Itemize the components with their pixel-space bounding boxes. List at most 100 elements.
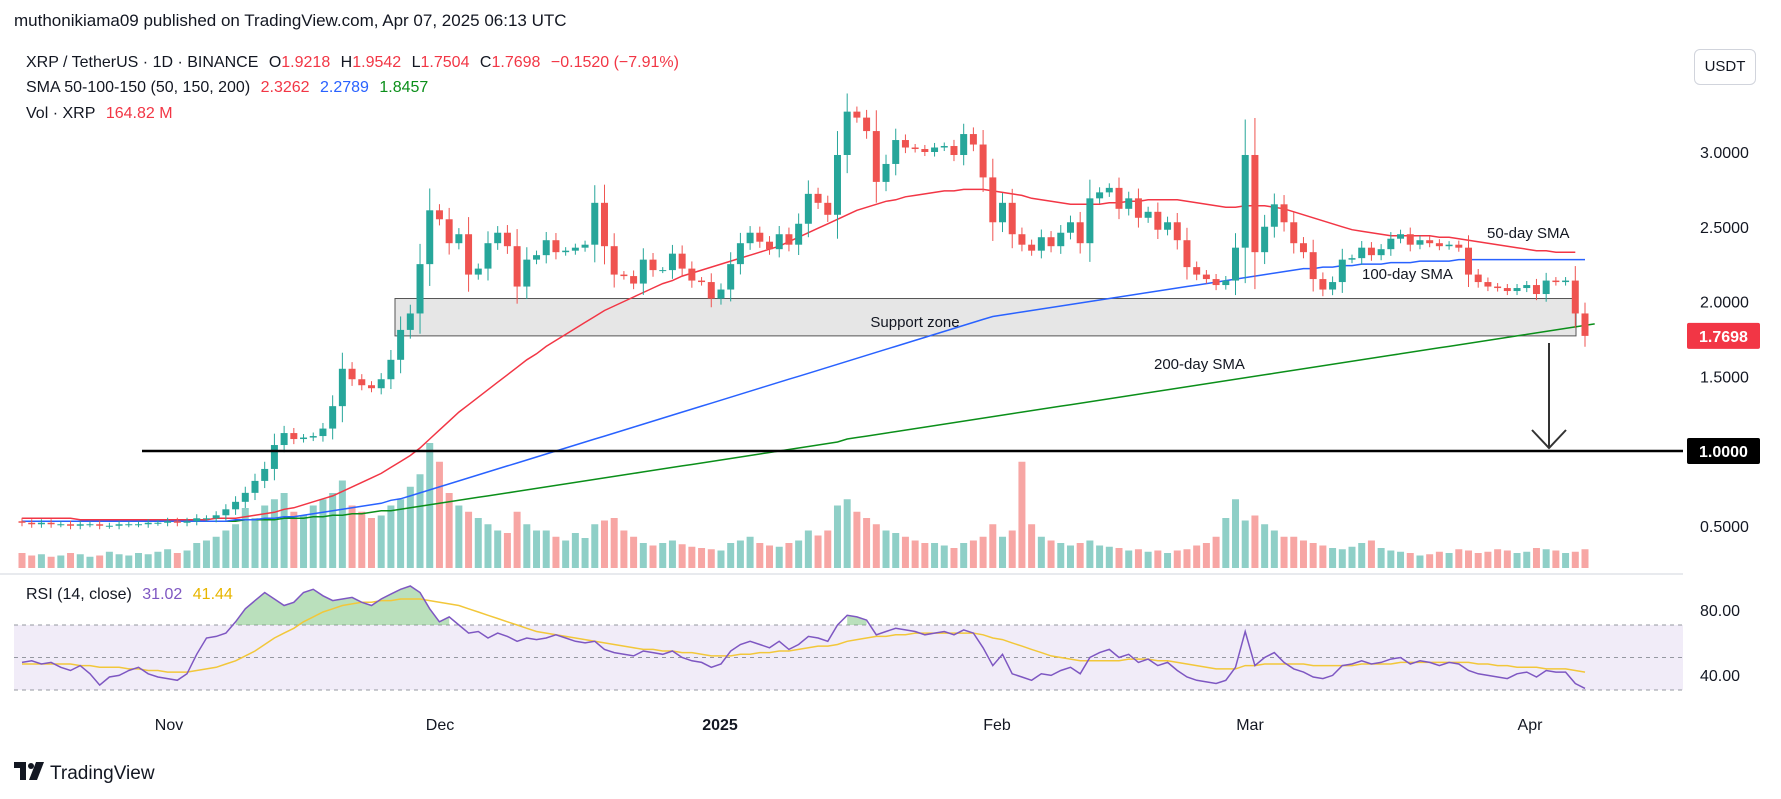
candle — [698, 277, 706, 286]
volume-bar — [416, 474, 424, 568]
volume-bar — [1338, 549, 1346, 568]
volume-bar — [1047, 540, 1055, 568]
candle-body — [707, 282, 715, 299]
volume-bar — [1232, 499, 1240, 568]
volume-bar — [746, 536, 754, 568]
candle — [1086, 179, 1094, 262]
candle — [1309, 239, 1317, 292]
candle-body — [863, 117, 871, 132]
candle-body — [270, 445, 278, 469]
volume-bar — [688, 546, 696, 568]
candle-body — [727, 264, 735, 290]
volume-title[interactable]: Vol · XRP — [26, 105, 96, 122]
volume-bar — [1183, 549, 1191, 568]
time-axis[interactable]: Nov Dec 2025 Feb Mar Apr — [155, 717, 1543, 734]
candle — [86, 521, 94, 528]
candle — [125, 521, 133, 528]
sma-title[interactable]: SMA 50-100-150 (50, 150, 200) — [26, 79, 251, 96]
candles — [18, 93, 1589, 530]
candle-body — [1299, 243, 1307, 253]
candle — [435, 204, 443, 226]
volume-bar — [1513, 553, 1521, 568]
candle — [115, 520, 123, 530]
candle — [1076, 211, 1084, 254]
volume-bar — [630, 536, 638, 568]
volume-bar — [164, 549, 172, 568]
volume-bar — [1066, 545, 1074, 568]
candle — [135, 521, 142, 528]
volume-bar — [600, 520, 608, 568]
volume-bar — [1406, 553, 1414, 568]
candle-body — [746, 232, 754, 244]
tradingview-logo-icon — [14, 762, 44, 786]
candle — [853, 106, 861, 123]
rsi-value: 31.02 — [142, 586, 183, 603]
brand-name: TradingView — [50, 763, 155, 784]
candle — [329, 395, 337, 440]
volume-bar — [1105, 546, 1113, 568]
candle — [484, 231, 492, 281]
volume-bars — [18, 443, 1589, 568]
volume-bar — [96, 555, 104, 568]
footer-brand[interactable]: TradingView — [14, 762, 155, 786]
candle-body — [843, 111, 851, 155]
volume-bar — [1474, 553, 1482, 568]
candle — [707, 273, 715, 308]
candle-body — [173, 521, 181, 523]
volume-bar — [358, 511, 366, 568]
candle — [1484, 277, 1492, 292]
volume-bar — [222, 530, 230, 568]
volume-bar — [367, 518, 375, 568]
volume-bar — [1028, 524, 1036, 568]
price-axis[interactable]: 3.0000 2.5000 2.0000 1.5000 0.5000 — [1700, 145, 1749, 536]
candle-body — [940, 146, 948, 148]
ohlc-low: L1.7504 — [412, 54, 470, 71]
symbol-name[interactable]: XRP / TetherUS · 1D · BINANCE — [26, 54, 259, 71]
candle — [1028, 239, 1036, 256]
volume-bar — [1319, 545, 1327, 568]
candle — [445, 207, 453, 255]
candle-body — [455, 234, 463, 244]
candle — [513, 229, 521, 304]
candle — [678, 245, 686, 277]
candle-body — [241, 492, 249, 502]
candle-body — [1066, 222, 1074, 233]
candle-body — [183, 521, 191, 523]
candle-body — [1047, 237, 1055, 247]
candle-body — [280, 433, 288, 446]
volume-bar — [193, 543, 201, 568]
volume-bar — [47, 556, 55, 568]
candle — [921, 144, 929, 157]
candle — [1523, 281, 1531, 293]
ohlc-high: H1.9542 — [341, 54, 402, 71]
candle — [1562, 277, 1570, 286]
time-tick-label: Apr — [1518, 717, 1544, 734]
candle-body — [1183, 240, 1191, 268]
currency-button[interactable]: USDT — [1694, 49, 1756, 85]
candle — [338, 352, 346, 423]
candle-body — [1057, 232, 1065, 247]
candle — [1494, 283, 1502, 292]
sma200-value: 1.8457 — [379, 79, 429, 96]
candle-body — [804, 193, 812, 224]
volume-bar — [1367, 540, 1375, 568]
volume-bar — [901, 536, 909, 568]
volume-bar — [1096, 545, 1104, 568]
candle-body — [57, 524, 65, 526]
rsi-title[interactable]: RSI (14, close) — [26, 586, 132, 603]
candle — [300, 434, 308, 443]
candle — [426, 188, 434, 286]
candle-body — [1261, 226, 1269, 253]
volume-bar — [309, 505, 317, 568]
candle-body — [222, 509, 230, 516]
candle-body — [785, 234, 793, 245]
candle — [979, 130, 987, 192]
volume-bar — [843, 499, 851, 568]
candle — [96, 520, 104, 530]
candle — [18, 517, 26, 527]
candle-body — [338, 368, 346, 407]
volume-bar — [882, 530, 890, 568]
volume-bar — [125, 555, 133, 568]
rsi-line — [21, 585, 1586, 690]
